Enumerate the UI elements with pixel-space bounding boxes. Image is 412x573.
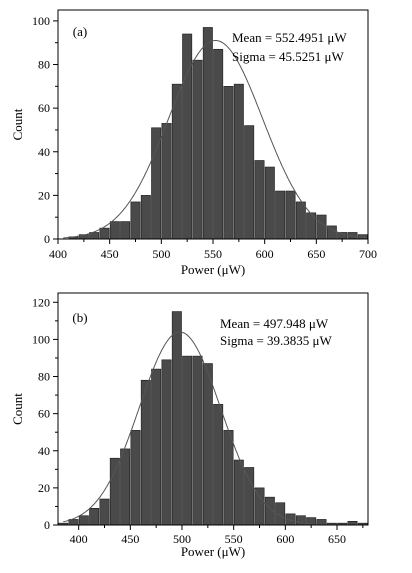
histogram-bar bbox=[223, 86, 234, 240]
panel-a-chart: 400 450 500 550 600 650 700 0 20 40 60 80 100 Power (… bbox=[10, 9, 377, 277]
x-axis-label: Power (μW) bbox=[181, 262, 245, 277]
y-tick-label: 80 bbox=[38, 370, 50, 384]
y-tick-label: 0 bbox=[44, 518, 50, 532]
y-tick-label: 100 bbox=[32, 332, 50, 346]
panel-label: (b) bbox=[72, 310, 87, 325]
histogram-bar bbox=[192, 355, 203, 526]
histogram-bar bbox=[161, 359, 172, 526]
histogram-bar bbox=[192, 59, 203, 240]
y-tick-label: 40 bbox=[38, 444, 50, 458]
histogram-bar bbox=[233, 459, 244, 526]
histogram-bar bbox=[244, 125, 255, 240]
histogram-bar bbox=[275, 190, 286, 240]
histogram-bar bbox=[347, 520, 358, 526]
x-tick-label: 700 bbox=[359, 247, 377, 261]
histogram-bar bbox=[264, 166, 275, 240]
histogram-bar bbox=[130, 201, 141, 240]
histogram-bar bbox=[109, 221, 120, 240]
x-tick-label: 400 bbox=[70, 532, 88, 546]
histogram-bar bbox=[233, 83, 244, 240]
x-tick-label: 450 bbox=[121, 532, 139, 546]
histogram-bar bbox=[109, 457, 120, 526]
histogram-bar bbox=[202, 27, 213, 240]
mean-annotation: Mean = 552.4951 μW bbox=[232, 30, 347, 45]
y-tick-label: 0 bbox=[44, 232, 50, 246]
x-axis-label: Power (μW) bbox=[181, 544, 245, 559]
y-tick-label: 40 bbox=[38, 145, 50, 159]
histogram-bar bbox=[120, 221, 131, 240]
x-tick-label: 650 bbox=[328, 532, 346, 546]
x-tick-label: 450 bbox=[101, 247, 119, 261]
histogram-bar bbox=[223, 430, 234, 526]
histogram-bar bbox=[89, 507, 100, 526]
histogram-bar bbox=[140, 379, 151, 526]
x-tick-label: 600 bbox=[256, 247, 274, 261]
y-axis-label: Count bbox=[10, 393, 25, 425]
y-tick-label: 120 bbox=[32, 295, 50, 309]
histogram-bar bbox=[151, 127, 162, 240]
mean-annotation: Mean = 497.948 μW bbox=[220, 316, 329, 331]
x-tick-label: 600 bbox=[276, 532, 294, 546]
sigma-annotation: Sigma = 39.3835 μW bbox=[220, 333, 333, 348]
histogram-bar bbox=[285, 190, 296, 240]
gaussian-fit-curve bbox=[63, 331, 367, 526]
gaussian-fit-curve bbox=[63, 40, 368, 239]
histogram-bar bbox=[120, 448, 131, 526]
histogram-bar bbox=[99, 498, 110, 526]
histogram-bar bbox=[161, 123, 172, 240]
x-tick-label: 550 bbox=[204, 247, 222, 261]
histogram-bar bbox=[78, 515, 89, 526]
histogram-bar bbox=[99, 227, 110, 240]
histogram-bar bbox=[213, 48, 224, 240]
histogram-bar bbox=[182, 355, 193, 526]
histogram-bar bbox=[254, 487, 265, 526]
histogram-bar bbox=[182, 33, 193, 240]
x-tick-label: 400 bbox=[49, 247, 67, 261]
histogram-bar bbox=[151, 368, 162, 526]
plot-frame bbox=[57, 292, 369, 526]
histogram-bar bbox=[140, 195, 151, 240]
x-tick-label: 500 bbox=[173, 532, 191, 546]
y-tick-label: 80 bbox=[38, 58, 50, 72]
y-axis-label: Count bbox=[10, 108, 25, 140]
panel-label: (a) bbox=[73, 24, 87, 39]
histogram-bar bbox=[202, 363, 213, 526]
histogram-bar bbox=[316, 214, 327, 240]
histogram-bar bbox=[130, 430, 141, 526]
histogram-bar bbox=[295, 201, 306, 240]
panel-b-chart: 400 450 500 550 600 650 0 20 40 60 80 100 120 Power (… bbox=[10, 292, 369, 559]
histogram-bar bbox=[171, 83, 182, 240]
sigma-annotation: Sigma = 45.5251 μW bbox=[232, 49, 345, 64]
y-tick-label: 20 bbox=[38, 481, 50, 495]
histogram-bar bbox=[213, 404, 224, 526]
x-tick-label: 650 bbox=[307, 247, 325, 261]
histogram-bar bbox=[254, 160, 265, 240]
y-tick-label: 100 bbox=[32, 14, 50, 28]
y-tick-label: 60 bbox=[38, 407, 50, 421]
histogram-bar bbox=[244, 467, 255, 526]
histogram-bar bbox=[171, 311, 182, 526]
y-tick-label: 20 bbox=[38, 188, 50, 202]
x-tick-label: 550 bbox=[225, 532, 243, 546]
y-tick-label: 60 bbox=[38, 101, 50, 115]
x-tick-label: 500 bbox=[152, 247, 170, 261]
